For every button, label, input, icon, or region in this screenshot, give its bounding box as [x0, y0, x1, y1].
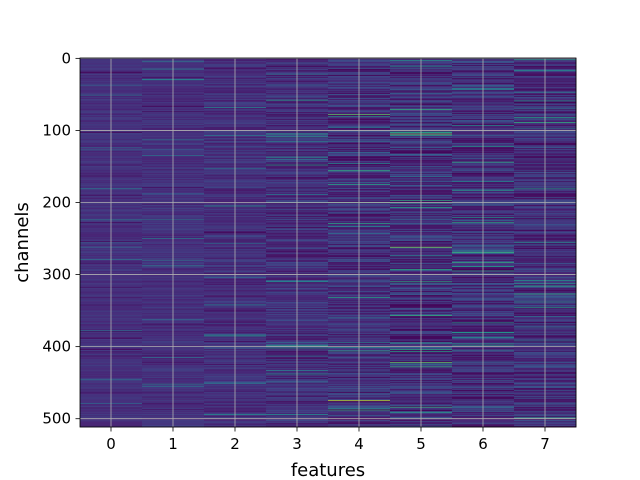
y-tick-label: 500: [42, 410, 71, 428]
y-tick-label: 300: [42, 266, 71, 284]
y-tick-label: 100: [42, 121, 71, 139]
x-axis-ticks: 0 1 2 3 4 5 6 7: [106, 427, 550, 453]
x-axis-label: features: [291, 460, 365, 480]
y-axis-ticks: 0 100 200 300 400 500: [42, 49, 80, 428]
y-tick-label: 200: [42, 194, 71, 212]
x-tick-label: 3: [292, 435, 302, 453]
heatmap-cells: [80, 58, 577, 428]
y-axis-label: channels: [12, 202, 33, 283]
grid-lines: [80, 57, 576, 427]
x-tick-label: 0: [106, 435, 116, 453]
x-tick-label: 7: [540, 435, 550, 453]
y-tick-label: 400: [42, 338, 71, 356]
x-tick-label: 1: [168, 435, 178, 453]
x-tick-label: 6: [478, 435, 488, 453]
x-tick-label: 2: [230, 435, 240, 453]
x-tick-label: 5: [416, 435, 426, 453]
plot-frame: [79, 57, 577, 428]
x-tick-label: 4: [354, 435, 364, 453]
y-tick-label: 0: [61, 49, 71, 67]
